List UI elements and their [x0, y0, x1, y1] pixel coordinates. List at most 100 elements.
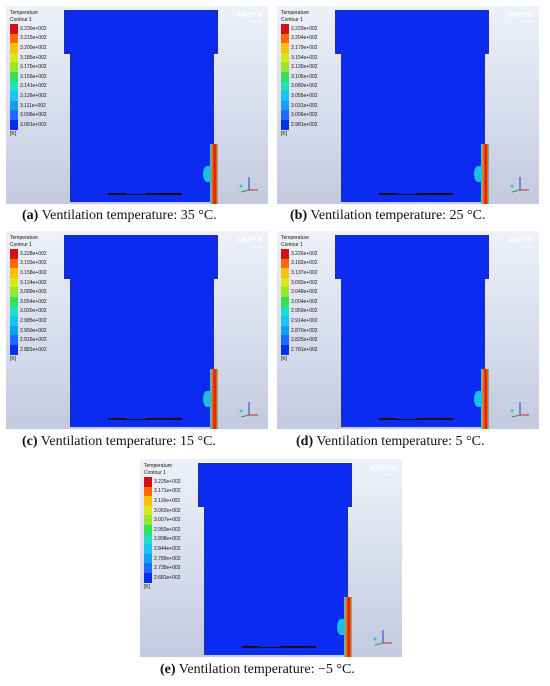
- legend-value: 2.844e+002: [154, 545, 181, 552]
- legend-value: 3.158e+002: [20, 269, 47, 276]
- legend-swatch: [281, 258, 289, 269]
- caption-letter: (e): [160, 662, 176, 677]
- legend-row: 2.781e+002: [281, 344, 318, 355]
- scale-bar: [102, 415, 192, 427]
- legend-swatch: [10, 52, 18, 63]
- legend-value: 2.825e+002: [291, 337, 318, 344]
- color-legend: Temperature Contour 1 3.230e+002 3.215e+002…: [10, 10, 47, 137]
- legend-swatch: [10, 62, 18, 72]
- legend-swatch: [144, 544, 152, 554]
- legend-value: 3.185e+002: [20, 54, 47, 61]
- legend-value: 2.916e+002: [20, 337, 47, 344]
- legend-swatch: [281, 335, 289, 345]
- legend-value: 2.898e+002: [154, 536, 181, 543]
- contour-panel-b: Temperature Contour 1 3.229e+002 3.204e+002…: [277, 6, 539, 204]
- legend-unit: [K]: [144, 583, 151, 590]
- domain-top-block: [64, 235, 218, 279]
- legend-value: 3.137e+002: [291, 269, 318, 276]
- legend-value: 3.200e+002: [20, 44, 47, 51]
- legend-value: 3.081e+002: [20, 121, 47, 128]
- legend-row: 3.006e+002: [281, 110, 318, 120]
- legend-value: 2.981e+002: [291, 121, 318, 128]
- legend-unit: [K]: [10, 130, 17, 137]
- legend-title-line2: Contour 1: [10, 242, 32, 248]
- legend-value: 3.062e+002: [154, 507, 181, 514]
- legend-value: 3.080e+002: [291, 83, 318, 90]
- domain-top-block: [64, 10, 218, 54]
- legend-row: 3.200e+002: [10, 43, 47, 53]
- legend-row: 3.179e+002: [281, 43, 318, 53]
- warm-air-plume: [203, 391, 211, 407]
- scale-bar-line: [379, 418, 453, 420]
- legend-row: 3.204e+002: [281, 33, 318, 44]
- legend-swatch: [144, 515, 152, 525]
- legend-row: 3.126e+002: [10, 91, 47, 101]
- panel-caption-b: (b) Ventilation temperature: 25 °C.: [290, 208, 485, 228]
- legend-value: 2.953e+002: [154, 526, 181, 533]
- legend-value: 3.031e+002: [291, 102, 318, 109]
- scale-bar-line: [242, 646, 316, 648]
- legend-swatch: [10, 110, 18, 120]
- legend-row: 2.914e+002: [281, 316, 318, 326]
- legend-swatch: [144, 486, 152, 497]
- legend-value: 3.126e+002: [20, 92, 47, 99]
- domain-main-body: [341, 277, 485, 427]
- color-legend: Temperature Contour 1 3.228e+002 3.193e+002…: [10, 235, 47, 362]
- legend-row: 3.111e+002: [10, 100, 47, 111]
- legend-value: 3.154e+002: [291, 54, 318, 61]
- legend-value: 3.225e+002: [154, 478, 181, 485]
- legend-row: 3.225e+002: [144, 477, 181, 487]
- legend-row: 2.789e+002: [144, 553, 181, 564]
- legend-swatch: [10, 258, 18, 269]
- legend-title-line2: Contour 1: [10, 17, 32, 23]
- legend-row: 3.081e+002: [10, 119, 47, 130]
- legend-swatch: [281, 316, 289, 326]
- legend-value: 3.105e+002: [291, 73, 318, 80]
- domain-top-block: [335, 235, 489, 279]
- legend-value: 2.789e+002: [154, 555, 181, 562]
- brand-version: R17.0: [251, 19, 262, 24]
- panel-caption-d: (d) Ventilation temperature: 5 °C.: [296, 434, 484, 454]
- legend-swatch: [144, 524, 152, 535]
- legend-title-line2: Contour 1: [281, 242, 303, 248]
- legend-value: 3.096e+002: [20, 112, 47, 119]
- legend-row: 3.193e+002: [10, 258, 47, 269]
- legend-row: 3.089e+002: [10, 287, 47, 297]
- warm-air-plume: [474, 166, 482, 182]
- legend-title-line1: Temperature: [10, 10, 39, 16]
- legend-row: 2.959e+002: [281, 306, 318, 317]
- ansys-logo: ANSYS R17.0: [507, 12, 533, 24]
- legend-row: 3.130e+002: [281, 62, 318, 72]
- legend-value: 2.950e+002: [20, 327, 47, 334]
- legend-value: 2.870e+002: [291, 327, 318, 334]
- brand-version: R17.0: [385, 472, 396, 477]
- legend-swatch: [10, 81, 18, 92]
- panel-caption-a: (a) Ventilation temperature: 35 °C.: [22, 208, 217, 228]
- legend-title-line2: Contour 1: [281, 17, 303, 23]
- legend-title-line1: Temperature: [281, 235, 310, 241]
- axis-triad-icon: [373, 630, 392, 646]
- legend-value: 3.048e+002: [291, 289, 318, 296]
- legend-row: 3.182e+002: [281, 258, 318, 269]
- caption-letter: (a): [22, 208, 39, 223]
- legend-row: 2.898e+002: [144, 534, 181, 545]
- legend-swatch: [281, 119, 289, 130]
- legend-swatch: [281, 296, 289, 307]
- brand-name: ANSYS: [370, 465, 396, 472]
- legend-swatch: [10, 91, 18, 101]
- legend-row: 3.062e+002: [144, 505, 181, 516]
- legend-swatch: [144, 477, 152, 487]
- ansys-logo: ANSYS R17.0: [370, 465, 396, 477]
- legend-swatch: [144, 553, 152, 564]
- legend-row: 3.020e+002: [10, 306, 47, 317]
- legend-value: 2.959e+002: [291, 308, 318, 315]
- legend-swatch: [10, 306, 18, 317]
- scale-bar: [373, 415, 463, 427]
- legend-row: 2.735e+002: [144, 563, 181, 573]
- legend-row: 3.230e+002: [10, 24, 47, 34]
- contour-panel-e: Temperature Contour 1 3.225e+002 3.171e+002…: [140, 459, 402, 657]
- domain-main-body: [70, 52, 214, 202]
- legend-row: 3.116e+002: [144, 496, 181, 506]
- legend-unit: [K]: [281, 130, 288, 137]
- legend-row: 3.055e+002: [281, 91, 318, 101]
